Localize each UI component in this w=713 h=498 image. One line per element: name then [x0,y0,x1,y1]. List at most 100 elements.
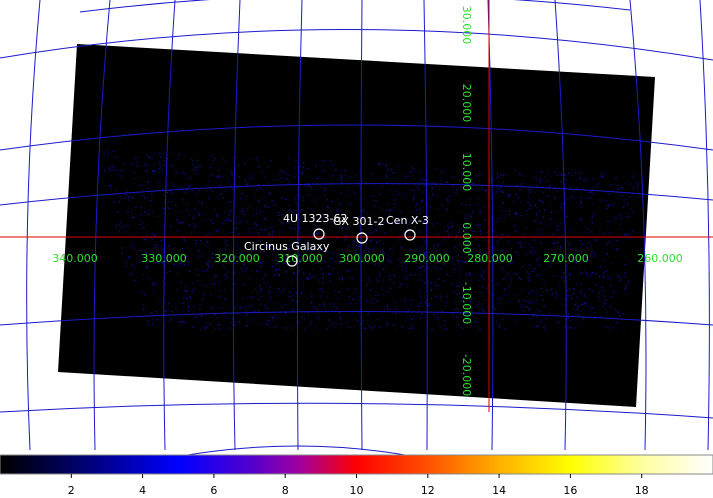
count-dot [492,205,494,207]
count-dot [528,189,531,191]
count-dot [146,268,148,270]
count-dot [273,179,275,181]
count-dot [386,304,388,307]
count-dot [524,306,527,308]
count-dot [591,250,593,253]
count-dot [496,171,498,174]
count-dot [218,169,220,171]
count-dot [311,321,313,323]
count-dot [484,190,486,192]
count-dot [379,274,381,277]
count-dot [438,278,440,280]
count-dot [619,280,621,282]
count-dot [553,172,555,174]
count-dot [234,184,236,186]
count-dot [267,246,270,248]
count-dot [314,200,316,203]
count-dot [200,315,202,317]
count-dot [528,279,531,281]
count-dot [427,281,429,283]
count-dot [592,188,594,191]
count-dot [615,177,617,179]
count-dot [371,258,373,260]
count-dot [311,233,313,235]
count-dot [195,173,197,175]
count-dot [318,188,320,190]
count-dot [262,244,264,246]
count-dot [158,254,160,257]
count-dot [207,265,210,267]
count-dot [541,191,543,193]
count-dot [485,267,488,269]
count-dot [394,203,396,205]
count-dot [455,192,457,194]
count-dot [441,310,443,312]
count-dot [437,244,439,246]
count-dot [199,249,201,252]
count-dot [278,268,280,270]
count-dot [272,200,275,202]
count-dot [197,166,199,168]
count-dot [404,321,406,323]
count-dot [409,218,412,221]
count-dot [459,187,462,189]
count-dot [117,229,119,231]
count-dot [538,274,540,277]
count-dot [299,195,301,197]
count-dot [603,277,605,279]
count-dot [409,223,411,225]
count-dot [175,264,178,266]
count-dot [258,309,260,311]
count-dot [528,293,530,295]
count-dot [549,202,551,204]
count-dot [180,266,182,268]
count-dot [484,206,486,208]
count-dot [407,228,409,230]
count-dot [353,292,355,294]
count-dot [289,291,291,293]
count-dot [184,290,186,292]
count-dot [433,314,435,316]
count-dot [621,217,623,219]
count-dot [295,160,297,162]
count-dot [242,284,245,286]
count-dot [530,317,532,320]
count-dot [454,302,456,304]
count-dot [418,279,421,281]
count-dot [556,225,558,227]
count-dot [509,284,511,286]
count-dot [151,211,154,213]
count-dot [540,294,543,296]
count-dot [182,265,185,267]
count-dot [617,188,619,190]
count-dot [494,308,497,310]
count-dot [208,180,210,182]
count-dot [330,160,332,162]
colorbar-tick-label: 6 [210,484,217,497]
count-dot [580,175,582,177]
count-dot [623,202,626,204]
count-dot [555,171,557,173]
count-dot [328,273,330,275]
count-dot [213,277,215,279]
count-dot [403,232,405,234]
count-dot [358,185,361,187]
count-dot [483,299,486,301]
count-dot [515,194,517,196]
count-dot [273,274,275,276]
count-dot [144,211,146,213]
count-dot [390,287,392,289]
count-dot [357,320,359,322]
count-dot [339,218,341,220]
count-dot [365,327,367,329]
count-dot [370,240,372,242]
count-dot [107,152,109,154]
count-dot [390,261,393,263]
count-dot [197,274,199,276]
count-dot [304,184,306,187]
count-dot [371,232,373,235]
count-dot [140,206,142,208]
count-dot [376,254,379,256]
count-dot [347,202,350,204]
count-dot [112,170,114,172]
